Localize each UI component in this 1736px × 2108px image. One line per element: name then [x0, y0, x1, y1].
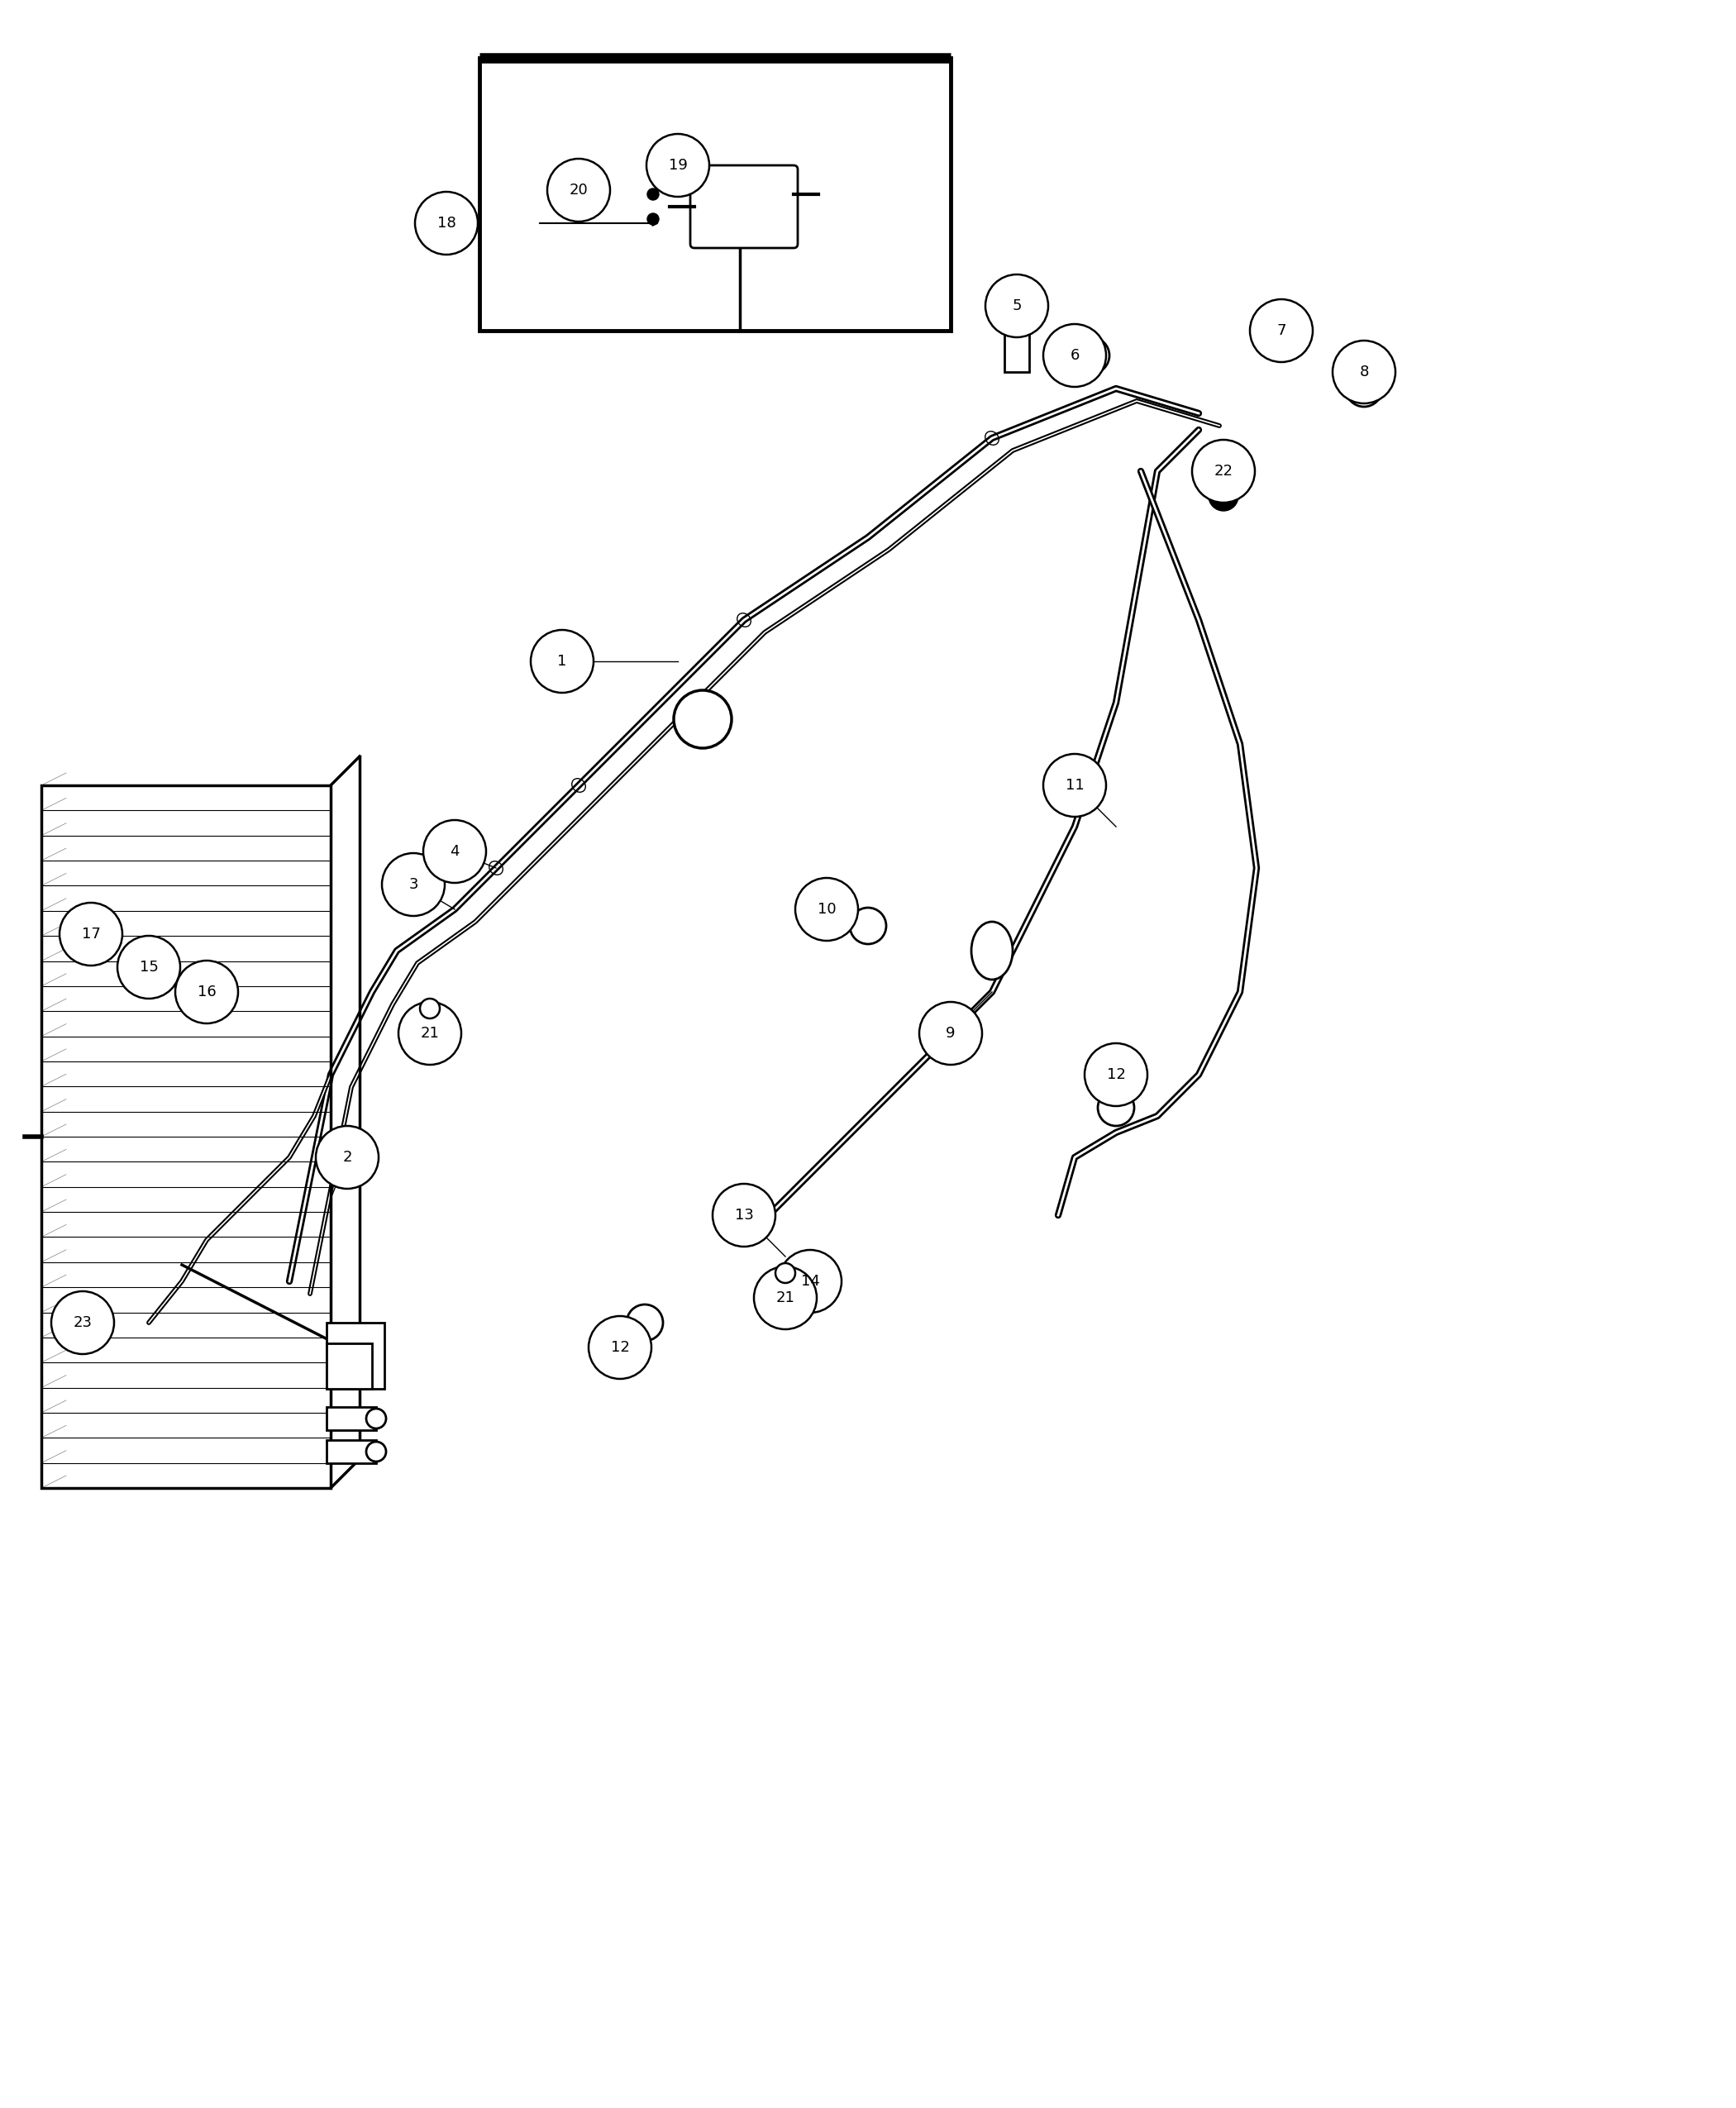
Text: 22: 22 [1213, 464, 1233, 479]
Text: 21: 21 [420, 1027, 439, 1041]
Circle shape [648, 213, 660, 226]
Circle shape [1097, 1090, 1134, 1126]
Bar [773, 1277, 799, 1318]
Text: 12: 12 [611, 1341, 630, 1355]
Ellipse shape [972, 921, 1012, 980]
Bar [326, 1406, 377, 1429]
Circle shape [415, 192, 477, 255]
Text: 15: 15 [139, 959, 158, 974]
Circle shape [851, 909, 885, 944]
Text: 4: 4 [450, 843, 460, 858]
Bar [326, 1440, 377, 1463]
Text: 21: 21 [776, 1290, 795, 1305]
Text: 12: 12 [1106, 1067, 1125, 1081]
Circle shape [1043, 325, 1106, 388]
Circle shape [1259, 308, 1304, 354]
Circle shape [795, 877, 858, 940]
Text: 1: 1 [557, 653, 568, 668]
Text: 16: 16 [198, 984, 215, 999]
Text: 2: 2 [342, 1149, 352, 1166]
Circle shape [366, 1442, 385, 1461]
Bar [479, 57, 951, 331]
FancyBboxPatch shape [326, 1322, 384, 1389]
FancyBboxPatch shape [326, 1343, 372, 1389]
Circle shape [646, 135, 710, 196]
Text: 7: 7 [1276, 323, 1286, 337]
Text: 8: 8 [1359, 365, 1368, 379]
Circle shape [382, 854, 444, 917]
Bar [42, 786, 330, 1488]
Circle shape [118, 936, 181, 999]
Circle shape [1073, 337, 1109, 373]
Circle shape [399, 1001, 462, 1065]
Text: 18: 18 [437, 215, 457, 230]
Circle shape [753, 1267, 816, 1330]
Text: 3: 3 [408, 877, 418, 892]
Bar [417, 1012, 443, 1054]
Circle shape [1345, 371, 1382, 407]
Circle shape [1043, 755, 1106, 816]
Text: 17: 17 [82, 928, 101, 942]
Text: 14: 14 [800, 1273, 819, 1288]
Circle shape [589, 1315, 651, 1379]
Circle shape [52, 1292, 115, 1353]
Circle shape [175, 961, 238, 1022]
Circle shape [547, 158, 609, 221]
Circle shape [1250, 299, 1312, 363]
Circle shape [920, 1001, 983, 1065]
Circle shape [1333, 341, 1396, 403]
Circle shape [674, 689, 731, 748]
FancyBboxPatch shape [691, 164, 799, 249]
Circle shape [420, 999, 439, 1018]
Circle shape [1208, 481, 1238, 510]
Circle shape [316, 1126, 378, 1189]
Text: 23: 23 [73, 1315, 92, 1330]
Circle shape [986, 274, 1049, 337]
Circle shape [424, 820, 486, 883]
Circle shape [627, 1305, 663, 1341]
Circle shape [648, 188, 660, 200]
Circle shape [779, 1250, 842, 1313]
Circle shape [366, 1408, 385, 1429]
Text: 9: 9 [946, 1027, 955, 1041]
Bar [1005, 331, 1029, 371]
Text: 10: 10 [818, 902, 837, 917]
Circle shape [776, 1263, 795, 1284]
Circle shape [712, 1185, 776, 1246]
Text: 13: 13 [734, 1208, 753, 1223]
Circle shape [531, 630, 594, 694]
Text: 11: 11 [1066, 778, 1083, 793]
Text: 20: 20 [569, 183, 589, 198]
Text: 19: 19 [668, 158, 687, 173]
Circle shape [1085, 1043, 1147, 1107]
Text: 5: 5 [1012, 299, 1021, 314]
Circle shape [1193, 441, 1255, 502]
Circle shape [59, 902, 122, 965]
Text: 6: 6 [1069, 348, 1080, 363]
